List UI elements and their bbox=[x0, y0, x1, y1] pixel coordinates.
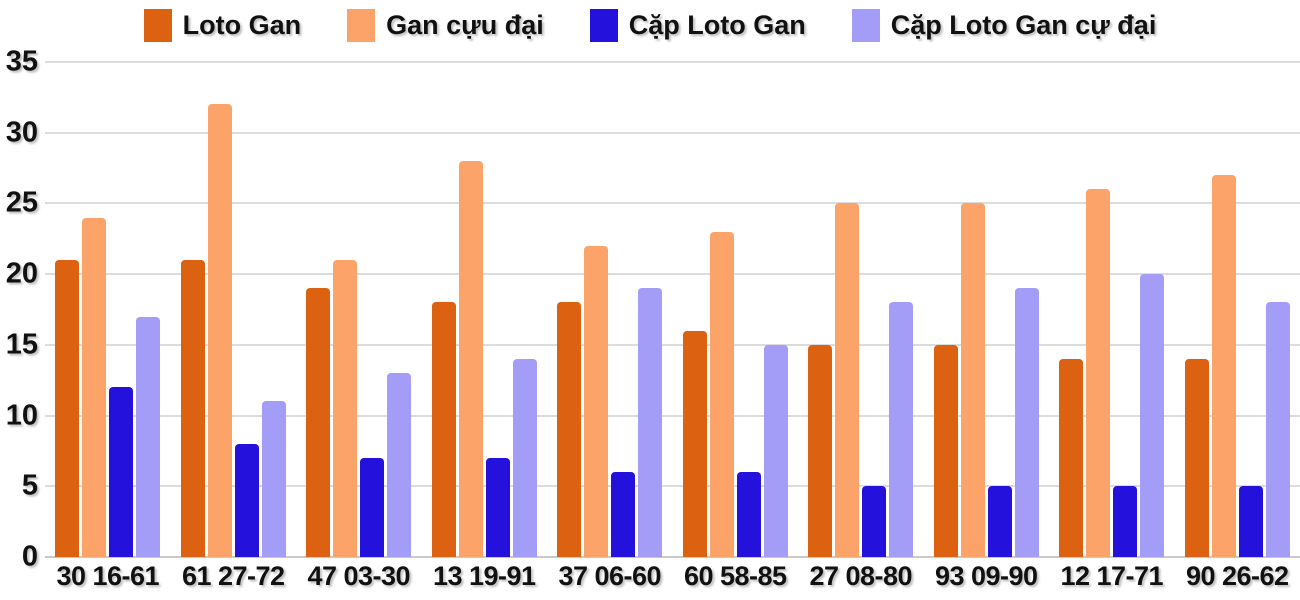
bar bbox=[1140, 274, 1165, 557]
bar bbox=[682, 330, 707, 557]
gridline bbox=[45, 485, 1300, 488]
x-axis-label: 12 17-71 bbox=[1060, 561, 1164, 591]
x-axis-label: 37 06-60 bbox=[558, 561, 662, 591]
legend-label: Gan cựu đại bbox=[386, 9, 544, 40]
x-axis-label: 27 08-80 bbox=[809, 561, 913, 591]
bar bbox=[1113, 486, 1138, 557]
bar bbox=[360, 458, 385, 557]
legend-label: Cặp Loto Gan bbox=[628, 9, 806, 40]
y-axis-tick-label: 15 bbox=[5, 328, 38, 361]
gridline bbox=[45, 131, 1300, 134]
chart-legend: Loto Gan Gan cựu đại Cặp Loto Gan Cặp Loto … bbox=[0, 4, 1300, 46]
bar bbox=[1184, 359, 1209, 557]
gridline bbox=[45, 343, 1300, 346]
bar bbox=[1211, 175, 1236, 557]
bar bbox=[485, 458, 510, 557]
bar bbox=[638, 288, 663, 557]
bar bbox=[1014, 288, 1039, 557]
x-axis-label: 61 27-72 bbox=[181, 561, 285, 591]
bar bbox=[960, 203, 985, 557]
bar bbox=[584, 245, 609, 557]
y-axis-tick-label: 35 bbox=[5, 45, 38, 78]
plot-area bbox=[45, 61, 1300, 558]
bar bbox=[862, 486, 887, 557]
bar-group bbox=[45, 62, 171, 557]
bar bbox=[136, 316, 161, 557]
y-axis-tick-label: 5 bbox=[21, 469, 38, 502]
y-axis-tick-label: 20 bbox=[5, 257, 38, 290]
bar bbox=[431, 302, 456, 557]
bar-group bbox=[296, 62, 422, 557]
bar bbox=[1086, 189, 1111, 557]
bar bbox=[889, 302, 914, 557]
bar bbox=[387, 373, 412, 557]
bar-group bbox=[1175, 62, 1300, 557]
legend-label: Loto Gan bbox=[182, 9, 302, 40]
bar bbox=[557, 302, 582, 557]
bar bbox=[207, 104, 232, 557]
bar bbox=[709, 231, 734, 557]
bar bbox=[234, 443, 259, 557]
bar bbox=[109, 387, 134, 557]
bar bbox=[933, 344, 958, 557]
bar bbox=[611, 472, 636, 557]
y-axis-tick-label: 30 bbox=[5, 116, 38, 149]
bar bbox=[180, 260, 205, 557]
bar-group bbox=[422, 62, 548, 557]
bar bbox=[1059, 359, 1084, 557]
bar bbox=[333, 260, 358, 557]
bar bbox=[261, 401, 286, 557]
x-axis-label: 93 09-90 bbox=[934, 561, 1038, 591]
legend-swatch-icon bbox=[347, 8, 376, 42]
bar bbox=[987, 486, 1012, 557]
x-axis-label: 60 58-85 bbox=[683, 561, 787, 591]
gridline bbox=[45, 61, 1300, 63]
bar bbox=[82, 217, 107, 557]
bar-group bbox=[924, 62, 1050, 557]
gridline bbox=[45, 414, 1300, 417]
bar bbox=[55, 260, 80, 557]
bar bbox=[763, 344, 788, 557]
bar-group bbox=[798, 62, 924, 557]
y-axis: 35 30 25 20 15 10 5 0 bbox=[0, 47, 38, 571]
legend-swatch-icon bbox=[589, 8, 618, 42]
x-axis-baseline bbox=[45, 556, 1300, 558]
bar bbox=[306, 288, 331, 557]
bar bbox=[1238, 486, 1263, 557]
bar-group bbox=[547, 62, 673, 557]
legend-item: Cặp Loto Gan bbox=[589, 8, 806, 42]
bar-group bbox=[171, 62, 297, 557]
bar-group bbox=[673, 62, 799, 557]
bar bbox=[512, 359, 537, 557]
x-axis-label: 90 26-62 bbox=[1185, 561, 1289, 591]
bar bbox=[835, 203, 860, 557]
x-axis-label: 47 03-30 bbox=[307, 561, 411, 591]
bar-groups bbox=[45, 62, 1300, 557]
x-axis: 30 16-61 61 27-72 47 03-30 13 19-91 37 06-60… bbox=[45, 561, 1300, 599]
bar bbox=[736, 472, 761, 557]
legend-item: Loto Gan bbox=[143, 8, 302, 42]
y-axis-tick-label: 25 bbox=[5, 186, 38, 219]
bar bbox=[1265, 302, 1290, 557]
legend-item: Gan cựu đại bbox=[347, 8, 544, 42]
legend-swatch-icon bbox=[143, 8, 172, 42]
legend-swatch-icon bbox=[851, 8, 880, 42]
gridline bbox=[45, 202, 1300, 205]
bar-group bbox=[1049, 62, 1175, 557]
x-axis-label: 30 16-61 bbox=[56, 561, 160, 591]
y-axis-tick-label: 0 bbox=[21, 540, 38, 573]
bar bbox=[458, 161, 483, 557]
y-axis-tick-label: 10 bbox=[5, 399, 38, 432]
x-axis-label: 13 19-91 bbox=[432, 561, 536, 591]
bar bbox=[808, 344, 833, 557]
gridline bbox=[45, 273, 1300, 276]
legend-label: Cặp Loto Gan cự đại bbox=[890, 9, 1157, 40]
legend-item: Cặp Loto Gan cự đại bbox=[851, 8, 1157, 42]
